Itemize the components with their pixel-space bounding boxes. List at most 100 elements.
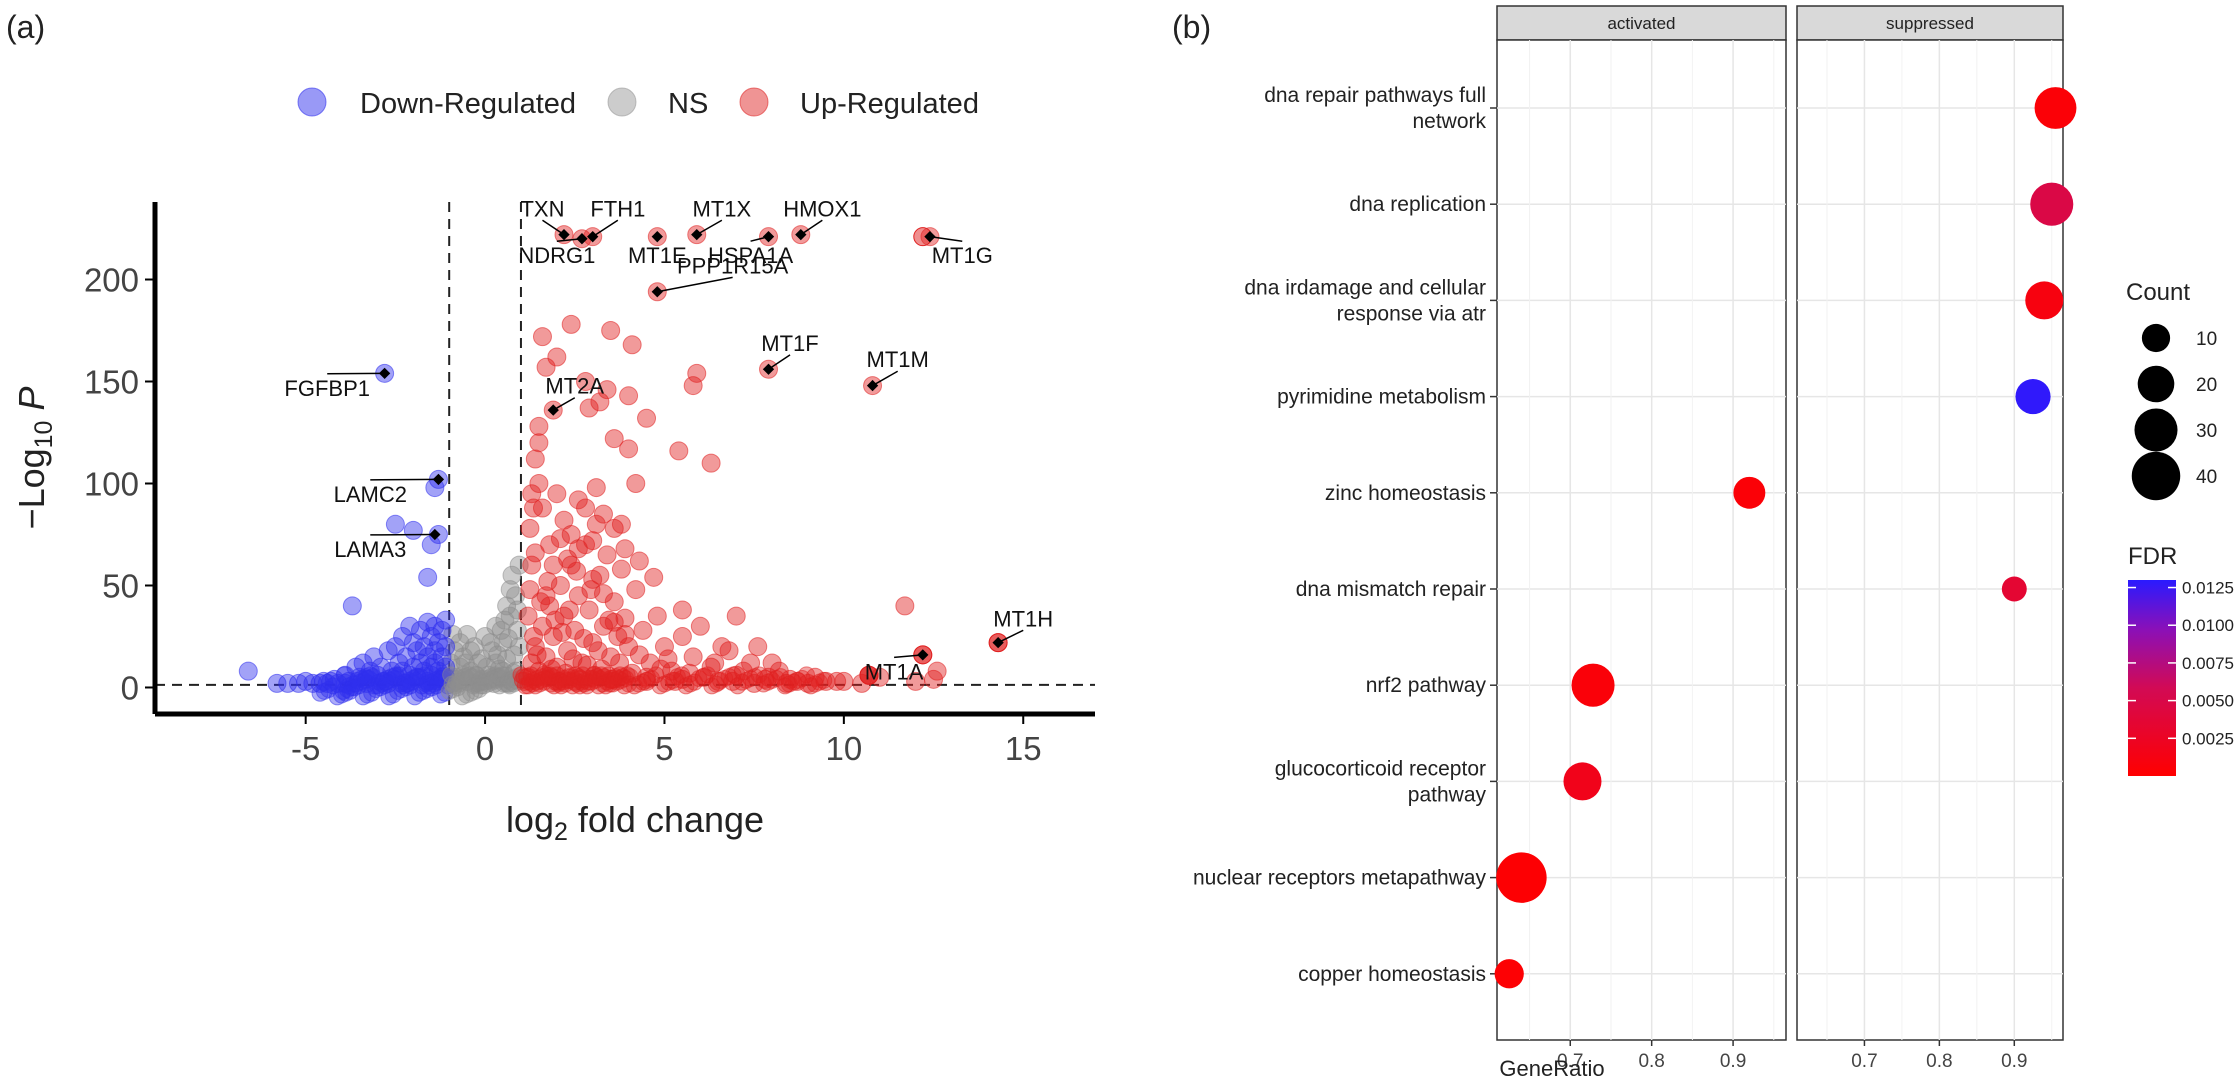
y-tick-label: 200 [84,262,139,299]
x-tick-label: 0.8 [1638,1051,1664,1072]
count-legend-dot [2134,408,2177,451]
volcano-point [580,601,598,619]
pathway-label: pathway [1408,783,1487,806]
pathway-label: pyrimidine metabolism [1277,386,1486,409]
volcano-point [602,322,620,340]
x-tick-label: 5 [655,730,673,767]
volcano-point [645,568,663,586]
count-legend-dot [2132,452,2180,500]
volcano-point [525,499,543,517]
panel-a-label: (a) [6,9,45,45]
x-tick-label: 0 [476,730,494,767]
volcano-point [526,450,544,468]
gene-label: MT1F [761,331,818,356]
count-legend-dot [2142,324,2170,352]
volcano-point [577,499,595,517]
count-legend-label: 20 [2196,375,2217,396]
volcano-point [616,625,634,643]
legend-marker [298,88,326,116]
gene-label: LAMA3 [334,537,406,562]
volcano-point [569,540,587,558]
volcano-point [634,621,652,639]
pathway-label: copper homeostasis [1298,963,1486,986]
pathway-label: response via atr [1337,302,1486,325]
pathway-dot [1733,477,1765,509]
volcano-point [928,662,946,680]
pathway-dot [1495,959,1524,988]
gene-label: FGFBP1 [284,376,370,401]
pathway-label: glucocorticoid receptor [1275,757,1486,780]
volcano-point [659,650,677,668]
pathway-dot [1563,762,1601,800]
gene-label: MT1A [865,659,924,684]
gene-label: FTH1 [590,196,645,221]
gene-label: MT1X [693,196,752,221]
y-axis-title: −Log10 P [11,387,58,530]
volcano-point [419,568,437,586]
volcano-point [404,521,422,539]
x-title-rest: fold change [568,799,764,840]
panel-b-label: (b) [1172,9,1211,45]
fdr-colorbar [2128,580,2176,776]
pathway-dot [2025,281,2063,319]
highlighted-points [860,228,1007,685]
volcano-point [612,560,630,578]
pathway-label: nrf2 pathway [1366,674,1487,697]
y-title-subscript: 10 [30,421,58,449]
label-connector [657,277,732,291]
legend-marker [740,88,768,116]
pathway-label: network [1412,110,1486,133]
gene-label: MT1H [993,606,1053,631]
count-legend-dot [2138,366,2175,403]
fdr-tick-label: 0.0125 [2182,579,2234,598]
y-tick-label: 150 [84,364,139,401]
pathway-dot [2002,577,2027,602]
fdr-tick-label: 0.0100 [2182,616,2234,635]
volcano-point [594,585,612,603]
volcano-point [627,581,645,599]
volcano-point [343,597,361,615]
facet-label: suppressed [1886,14,1974,33]
generatio-axis-title: GeneRatio [1499,1056,1604,1080]
volcano-point [620,387,638,405]
volcano-point [630,646,648,664]
volcano-point [575,630,593,648]
x-tick-label: 10 [825,730,862,767]
x-title-part-log: log [506,799,554,840]
gene-label: MT1M [867,347,929,372]
fdr-tick-label: 0.0025 [2182,729,2234,748]
volcano-point [638,409,656,427]
volcano-point [598,546,616,564]
gene-label: MT2A [545,374,604,399]
volcano-point [422,536,440,554]
gene-label: TXN [520,196,564,221]
volcano-point [519,607,537,625]
x-title-subscript: 2 [554,818,568,846]
volcano-point [437,611,455,629]
volcano-point [623,336,641,354]
volcano-point [589,642,607,660]
legend-marker [608,88,636,116]
volcano-point [648,607,666,625]
volcano-point [627,474,645,492]
count-legend-label: 10 [2196,329,2217,350]
count-legend-label: 30 [2196,421,2217,442]
volcano-point [720,642,738,660]
volcano-point [835,672,853,690]
legend-label: NS [668,88,708,120]
volcano-point [525,627,543,645]
gene-label: HMOX1 [783,196,861,221]
x-tick-label: 0.7 [1851,1051,1877,1072]
pathway-dot [2030,183,2073,226]
volcano-point [521,519,539,537]
volcano-point [673,627,691,645]
pathway-dot [2015,379,2050,414]
facet-label: activated [1607,14,1675,33]
pathway-label: dna replication [1349,193,1486,216]
volcano-point [702,454,720,472]
